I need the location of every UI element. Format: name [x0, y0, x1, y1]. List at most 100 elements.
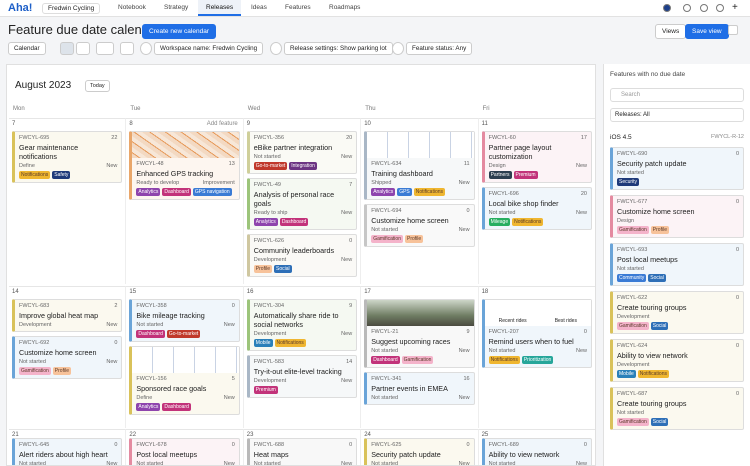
- feature-card[interactable]: FWCYL-687 0 Create touring groups Not start…: [610, 387, 744, 430]
- card-status: Development: [617, 362, 739, 368]
- workspace-switcher[interactable]: Fredwin Cycling: [42, 3, 101, 14]
- feature-card[interactable]: FWCYL-304 9 Automatically share ride to so…: [246, 299, 358, 351]
- feature-card[interactable]: FWCYL-694 0 Customize home screen Not start…: [364, 204, 475, 247]
- feature-card[interactable]: FWCYL-692 0 Customize home screen Not start…: [12, 336, 123, 379]
- calendar-view-toggle[interactable]: [60, 42, 74, 55]
- day-number: 8: [129, 121, 133, 127]
- weekday-label: Mon: [13, 106, 25, 112]
- feature-type: New: [575, 348, 587, 354]
- feature-status: Not started: [617, 170, 644, 176]
- feature-card[interactable]: FWCYL-689 0 Ability to view network Not sta…: [481, 438, 592, 465]
- list-view-toggle[interactable]: [76, 42, 90, 55]
- feature-card[interactable]: FWCYL-634 11 Training dashboard Shipped New A…: [364, 131, 475, 200]
- nav-tab[interactable]: Ideas: [251, 4, 267, 11]
- filter-toggle[interactable]: [120, 42, 134, 55]
- tag: Analytics: [371, 188, 396, 196]
- feature-title: Post local meetups: [136, 450, 198, 459]
- filter-chip[interactable]: Feature status: Any: [406, 42, 473, 55]
- tag-list: Dashboard Gamification: [371, 356, 469, 364]
- help-icon[interactable]: [700, 4, 708, 12]
- feature-card[interactable]: FWCYL-625 0 Security patch update Not start…: [364, 438, 475, 466]
- search-icon[interactable]: [716, 4, 724, 12]
- tag: Analytics: [253, 218, 278, 226]
- logo[interactable]: Aha!: [8, 2, 33, 14]
- add-icon[interactable]: +: [732, 2, 738, 13]
- feature-card[interactable]: FWCYL-693 0 Post local meetups Not started C…: [610, 243, 744, 286]
- nav-tab[interactable]: Strategy: [164, 4, 189, 11]
- filter-icon[interactable]: [270, 42, 282, 55]
- feature-card[interactable]: FWCYL-21 9 Suggest upcoming races Not start…: [364, 299, 475, 368]
- feature-card[interactable]: FWCYL-341 16 Partner events in EMEA Not sta…: [364, 372, 475, 405]
- feature-card[interactable]: FWCYL-626 0 Community leaderboards Developm…: [246, 234, 358, 277]
- day-cell: 15 FWCYL-358 0 Bike mileage tracking Not sta…: [126, 286, 244, 428]
- save-button[interactable]: Save view: [685, 24, 729, 39]
- feature-status: Ready to ship: [253, 210, 288, 216]
- feature-type: New: [341, 210, 353, 216]
- feature-card[interactable]: FWCYL-695 22 Gear maintenance notification…: [12, 131, 123, 183]
- search-input[interactable]: Search: [610, 88, 744, 102]
- feature-card[interactable]: FWCYL-156 5 Sponsored race goals Define New A…: [129, 346, 240, 415]
- settings-toggle[interactable]: [96, 42, 114, 55]
- feature-card[interactable]: FWCYL-696 20 Local bike shop finder Not sta…: [481, 187, 592, 230]
- feature-title: Partner page layout customization: [488, 143, 552, 161]
- day-header: 25: [482, 432, 592, 438]
- avatar[interactable]: [663, 4, 671, 12]
- card-status: Not started New: [371, 461, 470, 466]
- share-icon[interactable]: [728, 25, 738, 35]
- add-feature[interactable]: Add feature: [206, 121, 238, 127]
- today-button[interactable]: Today: [85, 80, 110, 92]
- nav-tab[interactable]: Features: [285, 4, 311, 11]
- create-button[interactable]: Create new calendar: [142, 24, 216, 39]
- views-button[interactable]: Views: [655, 24, 687, 39]
- feature-card[interactable]: FWCYL-683 2 Improve global heat map Develop…: [12, 299, 123, 332]
- feature-type: New: [458, 227, 470, 233]
- feature-card[interactable]: FWCYL-678 0 Post local meetups Not started N…: [129, 438, 240, 465]
- comment-count: 0: [583, 442, 587, 448]
- feature-title: Security patch update: [371, 450, 441, 459]
- feature-type: New: [341, 378, 353, 384]
- card-header: FWCYL-49 7: [254, 182, 352, 188]
- feature-card[interactable]: FWCYL-49 7 Analysis of personal race goals…: [246, 178, 358, 230]
- filter-icon[interactable]: [392, 42, 404, 55]
- release-select[interactable]: Releases: All: [610, 108, 744, 122]
- comment-count: 11: [463, 161, 470, 167]
- feature-card[interactable]: FWCYL-645 0 Alert riders about high heart N…: [12, 438, 123, 465]
- card-status: Not started New: [254, 461, 352, 465]
- calendar: August 2023 Today Mon Tue Wed Thu Fri 7 FWCYL-…: [6, 64, 596, 466]
- filter-chip[interactable]: Workspace name: Fredwin Cycling: [154, 42, 264, 55]
- feature-card[interactable]: FWCYL-358 0 Bike mileage tracking Not start…: [129, 299, 240, 342]
- tag-list: Security: [617, 178, 739, 186]
- feature-card[interactable]: FWCYL-48 13 Enhanced GPS tracking Ready to …: [129, 131, 240, 200]
- feature-card[interactable]: Recent rides Best rides FWCYL-207 0 Remind u…: [481, 299, 592, 368]
- tag: Analytics: [136, 188, 161, 196]
- thumbnail: [132, 347, 239, 373]
- tag: Gamification: [617, 226, 649, 234]
- tag: Profile: [650, 226, 669, 234]
- feature-card[interactable]: FWCYL-624 0 Ability to view network Develop…: [610, 339, 744, 382]
- feature-title: Improve global heat map: [19, 311, 99, 320]
- feature-card[interactable]: FWCYL-688 0 Heat maps Not started New: [246, 438, 358, 465]
- filter-chip[interactable]: Release settings: Show parking lot: [284, 42, 393, 55]
- view-select[interactable]: Calendar: [8, 42, 46, 55]
- feature-card[interactable]: FWCYL-677 0 Customize home screen Design Gam…: [610, 195, 744, 238]
- feature-id: FWCYL-678: [136, 442, 167, 448]
- nav-tab[interactable]: Roadmaps: [329, 4, 361, 11]
- day-header: 16: [247, 289, 357, 299]
- feature-card[interactable]: FWCYL-356 20 eBike partner integration Not …: [246, 131, 358, 174]
- feature-card[interactable]: FWCYL-690 0 Security patch update Not start…: [610, 147, 744, 190]
- nav-tab[interactable]: Releases: [198, 0, 242, 16]
- filter-icon[interactable]: [140, 42, 152, 55]
- feature-card[interactable]: FWCYL-60 17 Partner page layout customizat…: [481, 131, 592, 183]
- settings-icon[interactable]: [683, 4, 691, 12]
- feature-card[interactable]: FWCYL-622 0 Create touring groups Developme…: [610, 291, 744, 334]
- card-status: Ready to develop Improvement: [136, 180, 234, 186]
- feature-card[interactable]: FWCYL-583 14 Try-it-out elite-level tracki…: [246, 355, 358, 398]
- nav-tab[interactable]: Notebook: [118, 4, 146, 11]
- comment-count: 5: [231, 376, 235, 382]
- tag: Go-to-market: [166, 330, 201, 338]
- day-number: 16: [246, 289, 254, 295]
- card-status: Not started New: [489, 461, 587, 465]
- feature-id: FWCYL-156: [136, 376, 167, 382]
- comment-count: 0: [735, 391, 739, 397]
- feature-type: New: [458, 461, 470, 466]
